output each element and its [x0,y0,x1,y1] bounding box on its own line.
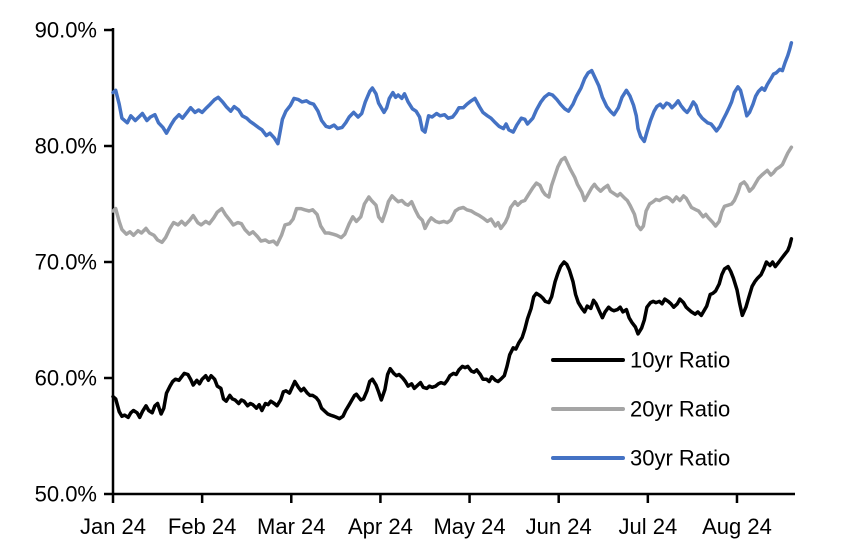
legend-label-10yr-ratio: 10yr Ratio [630,348,730,373]
series-line-30yr-ratio [111,41,794,146]
x-axis-tick-label: May 24 [433,514,505,539]
x-axis-tick-label: Jul 24 [618,514,677,539]
y-axis-tick-label: 90.0% [35,18,97,43]
x-axis-tick-label: Jan 24 [80,514,146,539]
y-axis-tick-label: 60.0% [35,366,97,391]
legend-label-20yr-ratio: 20yr Ratio [630,397,730,422]
legend-label-30yr-ratio: 30yr Ratio [630,446,730,471]
x-axis-tick-label: Jun 24 [526,514,592,539]
series-line-10yr-ratio [111,237,794,421]
x-axis-tick-label: Mar 24 [257,514,325,539]
x-axis-tick-label: Feb 24 [168,514,237,539]
x-axis-tick-label: Aug 24 [702,514,772,539]
y-axis-tick-label: 50.0% [35,482,97,507]
x-axis-tick-label: Apr 24 [348,514,413,539]
series-line-20yr-ratio [111,145,794,247]
y-axis-tick-label: 80.0% [35,134,97,159]
y-axis-tick-label: 70.0% [35,250,97,275]
